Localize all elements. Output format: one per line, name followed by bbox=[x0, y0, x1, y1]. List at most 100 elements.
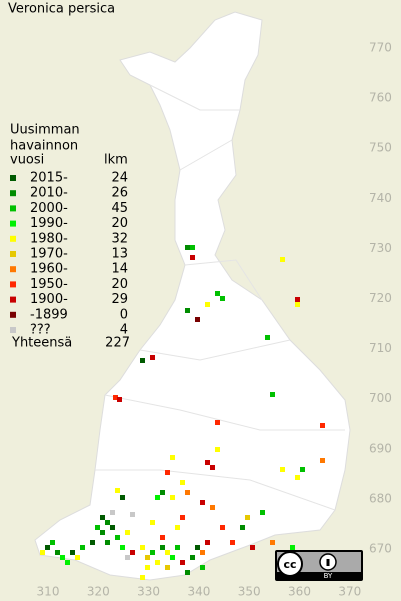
observation-square bbox=[180, 560, 185, 565]
observation-square bbox=[80, 545, 85, 550]
observation-square bbox=[200, 500, 205, 505]
legend-label: 2010- bbox=[30, 186, 68, 201]
observation-square bbox=[155, 495, 160, 500]
observation-square bbox=[125, 530, 130, 535]
observation-square bbox=[200, 565, 205, 570]
legend-label: 1950- bbox=[30, 277, 68, 292]
legend-swatch bbox=[10, 175, 16, 181]
observation-square bbox=[60, 555, 65, 560]
total-label: Yhteensä bbox=[11, 336, 72, 351]
svg-text:cc: cc bbox=[283, 558, 296, 571]
legend-swatch bbox=[10, 296, 16, 303]
observation-square bbox=[205, 540, 210, 545]
legend-count: 20 bbox=[111, 216, 128, 231]
observation-square bbox=[117, 397, 122, 402]
observation-square bbox=[295, 297, 300, 302]
observation-square bbox=[180, 480, 185, 485]
observation-square bbox=[110, 525, 115, 530]
legend-count: 45 bbox=[111, 201, 128, 216]
y-coord: 710 bbox=[369, 341, 392, 355]
observation-square bbox=[230, 540, 235, 545]
observation-square bbox=[113, 395, 118, 400]
observation-square bbox=[100, 515, 105, 520]
observation-square bbox=[170, 555, 175, 560]
observation-square bbox=[140, 545, 145, 550]
observation-square bbox=[195, 545, 200, 550]
legend-count: 26 bbox=[111, 186, 128, 201]
legend-swatch bbox=[10, 235, 16, 242]
observation-square bbox=[150, 355, 155, 360]
observation-square bbox=[160, 535, 165, 540]
observation-square bbox=[55, 550, 60, 555]
land bbox=[34, 11, 351, 581]
observation-square bbox=[155, 560, 160, 565]
legend-swatch bbox=[10, 190, 16, 197]
observation-square bbox=[125, 555, 130, 560]
observation-square bbox=[110, 510, 115, 515]
observation-square bbox=[185, 570, 190, 575]
observation-square bbox=[170, 495, 175, 500]
legend-swatch bbox=[10, 266, 16, 273]
observation-square bbox=[165, 470, 170, 475]
observation-square bbox=[295, 475, 300, 480]
observation-square bbox=[210, 465, 215, 470]
observation-square bbox=[185, 245, 190, 250]
observation-square bbox=[265, 335, 270, 340]
observation-square bbox=[290, 545, 295, 550]
observation-square bbox=[280, 257, 285, 262]
y-coord: 680 bbox=[369, 491, 392, 505]
observation-square bbox=[220, 525, 225, 530]
y-coord: 720 bbox=[369, 291, 392, 305]
observation-square bbox=[180, 515, 185, 520]
total: 227 bbox=[105, 336, 130, 351]
observation-square bbox=[165, 565, 170, 570]
legend-swatch bbox=[10, 311, 16, 318]
observation-square bbox=[150, 550, 155, 555]
observation-square bbox=[175, 525, 180, 530]
y-coord: 690 bbox=[369, 441, 392, 455]
observation-square bbox=[185, 308, 190, 313]
observation-square bbox=[160, 490, 165, 495]
legend-header: Uusimman bbox=[10, 123, 80, 138]
legend-count: 14 bbox=[111, 262, 128, 277]
observation-square bbox=[320, 423, 325, 428]
observation-square bbox=[215, 291, 220, 296]
observation-square bbox=[175, 545, 180, 550]
observation-square bbox=[170, 455, 175, 460]
observation-square bbox=[205, 302, 210, 307]
observation-square bbox=[145, 555, 150, 560]
observation-square bbox=[295, 302, 300, 307]
observation-square bbox=[120, 495, 125, 500]
observation-square bbox=[150, 520, 155, 525]
y-coord: 670 bbox=[369, 542, 392, 556]
legend-count: 4 bbox=[120, 323, 128, 338]
y-coord: 700 bbox=[369, 391, 392, 405]
observation-square bbox=[250, 545, 255, 550]
legend-label: -1899 bbox=[30, 307, 68, 322]
observations bbox=[40, 245, 325, 580]
observation-square bbox=[130, 550, 135, 555]
legend-swatch bbox=[10, 327, 16, 333]
badge-label: BY bbox=[324, 572, 333, 580]
observation-square bbox=[145, 565, 150, 570]
observation-square bbox=[185, 490, 190, 495]
legend-swatch bbox=[10, 220, 16, 227]
x-coord: 310 bbox=[37, 585, 60, 599]
legend-header: havainnon bbox=[10, 139, 78, 154]
legend-count-header: lkm bbox=[104, 153, 128, 168]
y-coord: 740 bbox=[369, 191, 392, 205]
observation-square bbox=[120, 545, 125, 550]
legend-label: 1970- bbox=[30, 247, 68, 262]
legend-label: 2000- bbox=[30, 201, 68, 216]
legend-count: 29 bbox=[111, 292, 128, 307]
observation-square bbox=[140, 575, 145, 580]
x-coord: 320 bbox=[87, 585, 110, 599]
license-badge: cc BY bbox=[275, 550, 363, 581]
x-coord: 360 bbox=[288, 585, 311, 599]
observation-square bbox=[195, 317, 200, 322]
observation-square bbox=[280, 467, 285, 472]
legend-header: vuosi bbox=[10, 153, 44, 168]
observation-square bbox=[270, 540, 275, 545]
observation-square bbox=[210, 505, 215, 510]
